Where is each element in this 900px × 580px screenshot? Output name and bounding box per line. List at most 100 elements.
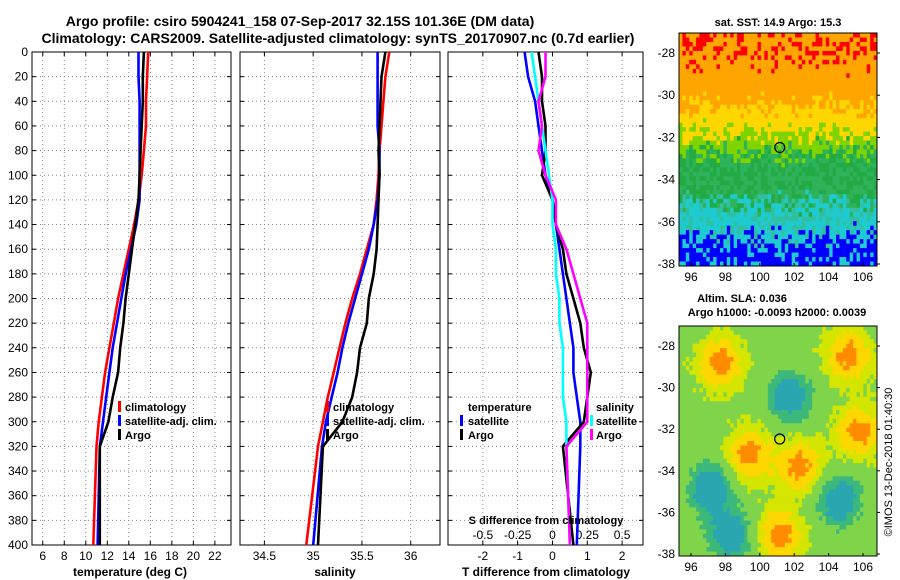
map-cell <box>846 189 851 195</box>
map-cell <box>859 405 864 411</box>
map-cell <box>846 162 851 168</box>
map-cell <box>801 252 806 258</box>
map-cell <box>801 68 806 74</box>
map-cell <box>733 82 738 88</box>
map-cell <box>870 118 874 124</box>
map-cell <box>757 180 762 186</box>
map-cell <box>839 326 844 331</box>
map-cell <box>713 216 717 222</box>
map-cell <box>815 73 820 79</box>
map-cell <box>801 33 806 38</box>
map-cell <box>818 392 823 398</box>
map-cell <box>771 50 775 56</box>
map-cell <box>842 423 847 429</box>
map-cell <box>679 180 683 186</box>
map-cell <box>774 95 779 101</box>
map-cell <box>719 153 724 159</box>
map-cell <box>699 127 704 132</box>
map-cell <box>723 379 728 384</box>
map-cell <box>801 212 806 218</box>
map-cell <box>737 77 741 83</box>
map-cell <box>737 167 741 173</box>
map-cell <box>791 198 796 204</box>
map-cell <box>702 104 707 110</box>
map-cell <box>866 37 871 43</box>
map-cell <box>754 261 758 267</box>
map-cell <box>723 41 728 47</box>
map-cell <box>798 176 803 182</box>
map-cell <box>842 441 847 446</box>
map-cell <box>774 127 779 132</box>
map-cell <box>836 86 840 92</box>
map-cell <box>706 330 711 336</box>
map-cell <box>798 145 803 150</box>
map-cell <box>856 414 861 420</box>
map-cell <box>750 136 755 141</box>
map-cell <box>737 361 741 367</box>
map-cell <box>788 334 793 340</box>
map-cell <box>808 257 813 262</box>
map-cell <box>771 82 775 88</box>
map-cell <box>801 248 806 253</box>
map-cell <box>760 104 765 110</box>
map-cell <box>740 248 745 253</box>
map-cell <box>743 46 748 52</box>
map-cell <box>682 176 687 182</box>
map-cell <box>781 189 786 195</box>
map-cell <box>713 383 717 389</box>
map-cell <box>740 185 745 191</box>
map-cell <box>723 212 728 218</box>
map-cell <box>740 162 745 168</box>
temperature-xlabel: temperature (deg C) <box>73 565 187 579</box>
map-cell <box>726 370 731 376</box>
map-cell <box>706 82 711 88</box>
map-cell <box>808 252 813 258</box>
map-cell <box>764 127 769 132</box>
map-cell <box>750 334 755 340</box>
map-cell <box>754 221 758 227</box>
map-cell <box>713 162 717 168</box>
map-cell <box>856 127 861 132</box>
map-cell <box>822 86 827 92</box>
map-cell <box>870 230 874 236</box>
map-cell <box>760 127 765 132</box>
map-cell <box>767 171 772 177</box>
map-cell <box>750 50 755 56</box>
map-cell <box>743 248 748 253</box>
map-cell <box>842 414 847 420</box>
map-cell <box>699 131 704 137</box>
map-cell <box>859 339 864 345</box>
map-cell <box>771 118 775 124</box>
map-cell <box>798 55 803 61</box>
map-cell <box>825 122 830 128</box>
map-cell <box>743 243 748 249</box>
map-cell <box>818 248 823 253</box>
map-cell <box>815 248 820 253</box>
map-cell <box>825 239 830 244</box>
y-tick-label: 300 <box>8 415 28 429</box>
map-cell <box>733 122 738 128</box>
x-tick-label: 14 <box>122 549 136 563</box>
map-cell <box>743 326 748 331</box>
map-cell <box>815 185 820 191</box>
map-cell <box>863 37 868 43</box>
map-cell <box>870 194 874 200</box>
map-cell <box>706 343 711 349</box>
map-cell <box>812 127 816 132</box>
map-cell <box>719 41 724 47</box>
map-cell <box>682 392 687 398</box>
map-cell <box>716 91 721 97</box>
map-cell <box>767 158 772 164</box>
map-cell <box>682 131 687 137</box>
map-cell <box>795 46 799 52</box>
map-cell <box>764 339 769 345</box>
map-cell <box>781 387 786 393</box>
map-cell <box>716 118 721 124</box>
map-cell <box>726 37 731 43</box>
map-cell <box>682 136 687 141</box>
map-cell <box>849 212 854 218</box>
map-cell <box>771 234 775 240</box>
map-cell <box>685 225 690 231</box>
map-cell <box>679 326 683 331</box>
